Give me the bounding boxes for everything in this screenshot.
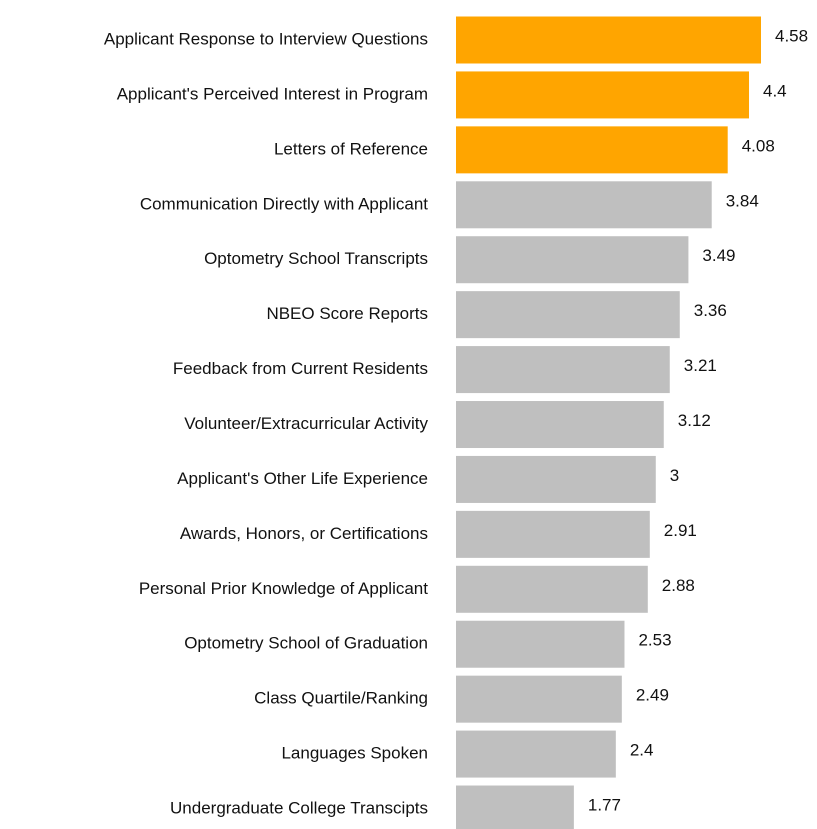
bar (456, 675, 622, 723)
bar (456, 455, 656, 503)
category-label: Applicant's Perceived Interest in Progra… (117, 84, 428, 103)
bar (456, 16, 761, 64)
bar (456, 785, 574, 829)
category-label: Undergraduate College Transcipts (170, 799, 428, 818)
category-label: Personal Prior Knowledge of Applicant (139, 579, 428, 598)
value-label: 4.58 (775, 26, 808, 45)
bar (456, 126, 728, 174)
category-label: Volunteer/Extracurricular Activity (184, 414, 428, 433)
bar (456, 565, 648, 613)
value-label: 3.84 (726, 191, 759, 210)
category-label: Applicant's Other Life Experience (177, 469, 428, 488)
category-label: Awards, Honors, or Certifications (180, 524, 428, 543)
value-label: 2.91 (664, 521, 697, 540)
bar (456, 620, 625, 668)
value-label: 2.4 (630, 741, 654, 760)
bar (456, 291, 680, 339)
value-label: 3 (670, 466, 679, 485)
category-label: Communication Directly with Applicant (140, 194, 428, 213)
category-label: Applicant Response to Interview Question… (104, 29, 428, 48)
value-label: 2.53 (638, 631, 671, 650)
value-label: 2.49 (636, 686, 669, 705)
value-label: 3.21 (684, 356, 717, 375)
bar (456, 510, 650, 558)
bar (456, 236, 689, 284)
category-label: Optometry School of Graduation (184, 634, 428, 653)
value-label: 3.12 (678, 411, 711, 430)
value-label: 3.49 (702, 246, 735, 265)
category-label: Languages Spoken (281, 744, 428, 763)
value-label: 3.36 (694, 301, 727, 320)
bar (456, 71, 750, 119)
category-label: Optometry School Transcripts (204, 249, 428, 268)
bar (456, 730, 616, 778)
category-label: NBEO Score Reports (266, 304, 428, 323)
value-label: 4.4 (763, 81, 787, 100)
category-label: Letters of Reference (274, 139, 428, 158)
bar (456, 346, 670, 394)
bar (456, 181, 712, 229)
bar (456, 401, 664, 449)
value-label: 1.77 (588, 796, 621, 815)
value-label: 2.88 (662, 576, 695, 595)
category-label: Feedback from Current Residents (173, 359, 428, 378)
value-label: 4.08 (742, 136, 775, 155)
category-label: Class Quartile/Ranking (254, 689, 428, 708)
